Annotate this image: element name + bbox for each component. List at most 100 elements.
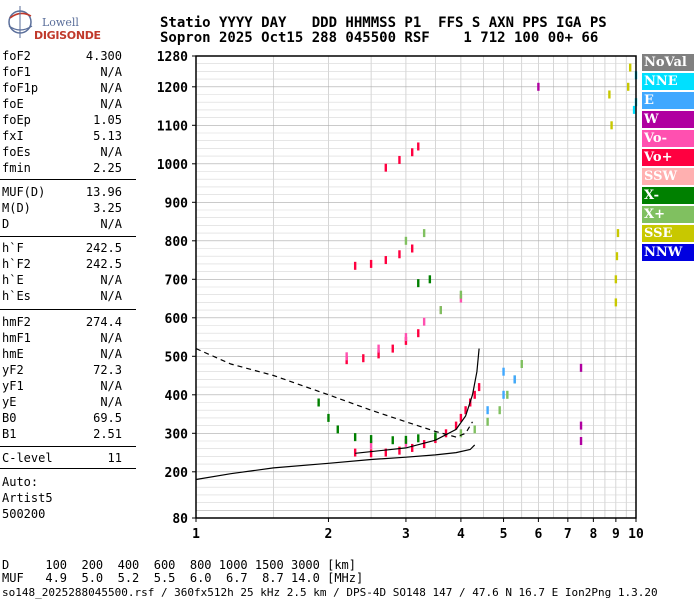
echo-point bbox=[439, 306, 442, 315]
distance-row: D 100 200 400 600 800 1000 1500 3000 [km… bbox=[2, 558, 357, 572]
param-value: 69.5 bbox=[93, 411, 122, 425]
legend-item: X- bbox=[642, 187, 694, 204]
echo-point bbox=[404, 236, 408, 245]
param-value: 11 bbox=[107, 451, 122, 465]
profile-curves bbox=[195, 348, 480, 481]
echo-point bbox=[422, 229, 426, 238]
echo-point bbox=[398, 155, 401, 164]
param-value: 5.13 bbox=[93, 129, 122, 143]
legend-item: SSW bbox=[642, 168, 694, 185]
echo-point bbox=[610, 121, 613, 130]
separator bbox=[0, 446, 136, 447]
profile-curve-dashed bbox=[195, 348, 474, 438]
param-value: N/A bbox=[100, 379, 122, 393]
param-row: h`F 242.5 bbox=[0, 240, 128, 256]
param-value: 242.5 bbox=[85, 257, 122, 271]
param-value: N/A bbox=[100, 331, 122, 345]
legend-item: E bbox=[642, 92, 694, 109]
echo-point bbox=[444, 429, 448, 438]
y-tick-label: 1200 bbox=[157, 81, 188, 96]
separator bbox=[0, 236, 136, 237]
echo-point bbox=[579, 437, 583, 445]
param-label: yE bbox=[2, 395, 17, 409]
echo-point bbox=[506, 390, 509, 399]
echo-point bbox=[417, 434, 420, 443]
echo-point bbox=[502, 367, 505, 376]
param-label: hmF2 bbox=[2, 315, 31, 329]
header-line2: Sopron 2025 Oct15 288 045500 RSF 1 712 1… bbox=[160, 30, 599, 46]
legend-item: SSE bbox=[642, 225, 694, 242]
auto-artist: Artist5 bbox=[2, 491, 53, 505]
param-label: B0 bbox=[2, 411, 17, 425]
echo-point bbox=[369, 440, 373, 449]
echo-point bbox=[459, 290, 463, 299]
param-value: 242.5 bbox=[85, 241, 122, 255]
echo-point bbox=[464, 406, 467, 415]
echo-point bbox=[391, 344, 394, 353]
muf-row: MUF 4.9 5.0 5.2 5.5 6.0 6.7 8.7 14.0 [MH… bbox=[2, 571, 364, 585]
echo-point bbox=[391, 436, 394, 445]
y-tick-label: 700 bbox=[165, 273, 189, 288]
echo-point bbox=[384, 448, 388, 457]
param-label: M(D) bbox=[2, 201, 31, 215]
separator bbox=[0, 468, 136, 469]
echo-point bbox=[632, 105, 636, 114]
profile-curve bbox=[195, 444, 476, 481]
grid bbox=[195, 56, 637, 518]
echo-point bbox=[477, 383, 481, 392]
echo-point bbox=[377, 344, 380, 353]
param-row: h`Es N/A bbox=[0, 288, 128, 304]
param-value: 4.300 bbox=[85, 49, 122, 63]
param-value: 72.3 bbox=[93, 363, 122, 377]
echo-point bbox=[410, 244, 414, 253]
echo-point bbox=[628, 63, 632, 72]
echo-point bbox=[410, 148, 414, 157]
param-label: fxI bbox=[2, 129, 24, 143]
footer-info: so148_2025288045500.rsf / 360fx512h 25 k… bbox=[2, 586, 658, 599]
param-label: foE bbox=[2, 97, 24, 111]
y-tick-label: 900 bbox=[165, 196, 189, 211]
echo-point bbox=[579, 421, 583, 430]
logo-line1: Lowell bbox=[42, 16, 79, 29]
separator bbox=[0, 309, 136, 310]
echo-point bbox=[404, 435, 408, 444]
param-label: fmin bbox=[2, 161, 31, 175]
param-value: 2.25 bbox=[93, 161, 122, 175]
y-tick-label: 1280 bbox=[157, 50, 188, 65]
legend-item: Vo- bbox=[642, 130, 694, 147]
param-value: N/A bbox=[100, 97, 122, 111]
param-value: 1.05 bbox=[93, 113, 122, 127]
echo-point bbox=[422, 317, 426, 326]
y-tick-label: 500 bbox=[165, 350, 189, 365]
y-tick-label: 200 bbox=[165, 466, 189, 481]
echo-point bbox=[384, 256, 388, 265]
echo-point bbox=[377, 350, 380, 359]
echo-point bbox=[417, 329, 420, 338]
param-value: N/A bbox=[100, 347, 122, 361]
x-tick-label: 2 bbox=[325, 527, 333, 542]
param-label: yF2 bbox=[2, 363, 24, 377]
param-value: N/A bbox=[100, 273, 122, 287]
x-tick-label: 4 bbox=[457, 527, 465, 542]
param-value: 13.96 bbox=[85, 185, 122, 199]
echo-point bbox=[502, 390, 505, 399]
echo-point bbox=[434, 432, 437, 441]
param-row: h`E N/A bbox=[0, 272, 128, 288]
param-row: yF2 72.3 bbox=[0, 362, 128, 378]
echo-point bbox=[369, 449, 373, 458]
param-row: hmE N/A bbox=[0, 346, 128, 362]
echo-point bbox=[614, 275, 618, 284]
param-row: hmF1 N/A bbox=[0, 330, 128, 346]
echo-point bbox=[362, 354, 365, 363]
echo-point bbox=[417, 142, 420, 151]
param-row: fxI 5.13 bbox=[0, 128, 128, 144]
param-row: yF1 N/A bbox=[0, 378, 128, 394]
param-label: foEp bbox=[2, 113, 31, 127]
param-value: N/A bbox=[100, 217, 122, 231]
x-tick-label: 7 bbox=[564, 527, 572, 542]
param-label: MUF(D) bbox=[2, 185, 46, 199]
echo-point bbox=[473, 390, 476, 399]
param-row: D N/A bbox=[0, 216, 128, 232]
echo-point bbox=[486, 406, 489, 415]
echo-point bbox=[327, 413, 330, 422]
